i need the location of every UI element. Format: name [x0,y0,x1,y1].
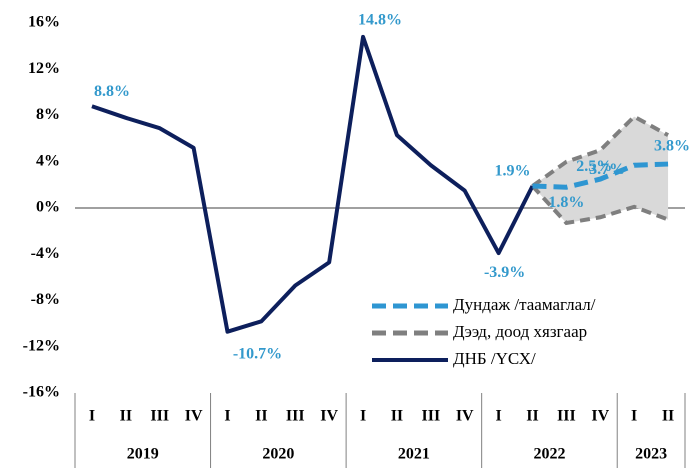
y-tick-label: 12% [28,60,60,77]
forecast-line [532,161,669,190]
x-tick-label: II [662,408,674,425]
group-label: 2021 [398,446,430,463]
x-tick-label: I [631,408,637,425]
legend-label: ДНБ /ҮСХ/ [453,349,536,368]
y-tick-label: 4% [36,152,60,169]
x-tick-label: I [224,408,230,425]
group-label: 2019 [127,446,159,463]
x-tick-label: II [120,408,132,425]
y-tick-label: -16% [23,384,60,401]
x-tick-label: II [526,408,538,425]
data-label: 2.5% [576,158,612,175]
data-label: 3.8% [654,138,690,155]
x-tick-label: IV [456,408,474,425]
x-tick-label: I [360,408,366,425]
x-tick-label: III [286,408,305,425]
y-tick-label: -8% [31,291,60,308]
data-label: 14.8% [358,12,402,29]
actual-line [91,34,535,334]
data-label: -10.7% [233,345,282,362]
legend-label: Дээд, доод хязгаар [453,322,587,341]
data-label: 8.8% [94,83,130,100]
legend-label: Дундаж /таамаглал/ [453,295,596,314]
x-tick-label: I [495,408,501,425]
x-tick-label: IV [320,408,338,425]
data-label: -3.9% [484,264,525,281]
range-area [532,116,669,224]
x-tick-label: III [150,408,169,425]
data-label: 3.7% [589,161,625,178]
data-label: 1.9% [495,163,531,180]
group-label: 2022 [533,446,565,463]
x-tick-label: II [255,408,267,425]
y-tick-label: -4% [31,245,60,262]
y-tick-label: 16% [28,14,60,31]
x-tick-label: IV [185,408,203,425]
x-tick-label: II [391,408,403,425]
range-line [531,184,669,226]
y-tick-label: -12% [23,337,60,354]
y-tick-label: 0% [36,199,60,216]
group-label: 2023 [635,446,667,463]
x-tick-label: III [421,408,440,425]
y-tick-label: 8% [36,106,60,123]
data-label: 1.8% [548,194,584,211]
group-label: 2020 [262,446,294,463]
x-tick-label: IV [591,408,609,425]
x-tick-label: III [557,408,576,425]
x-tick-label: I [89,408,95,425]
